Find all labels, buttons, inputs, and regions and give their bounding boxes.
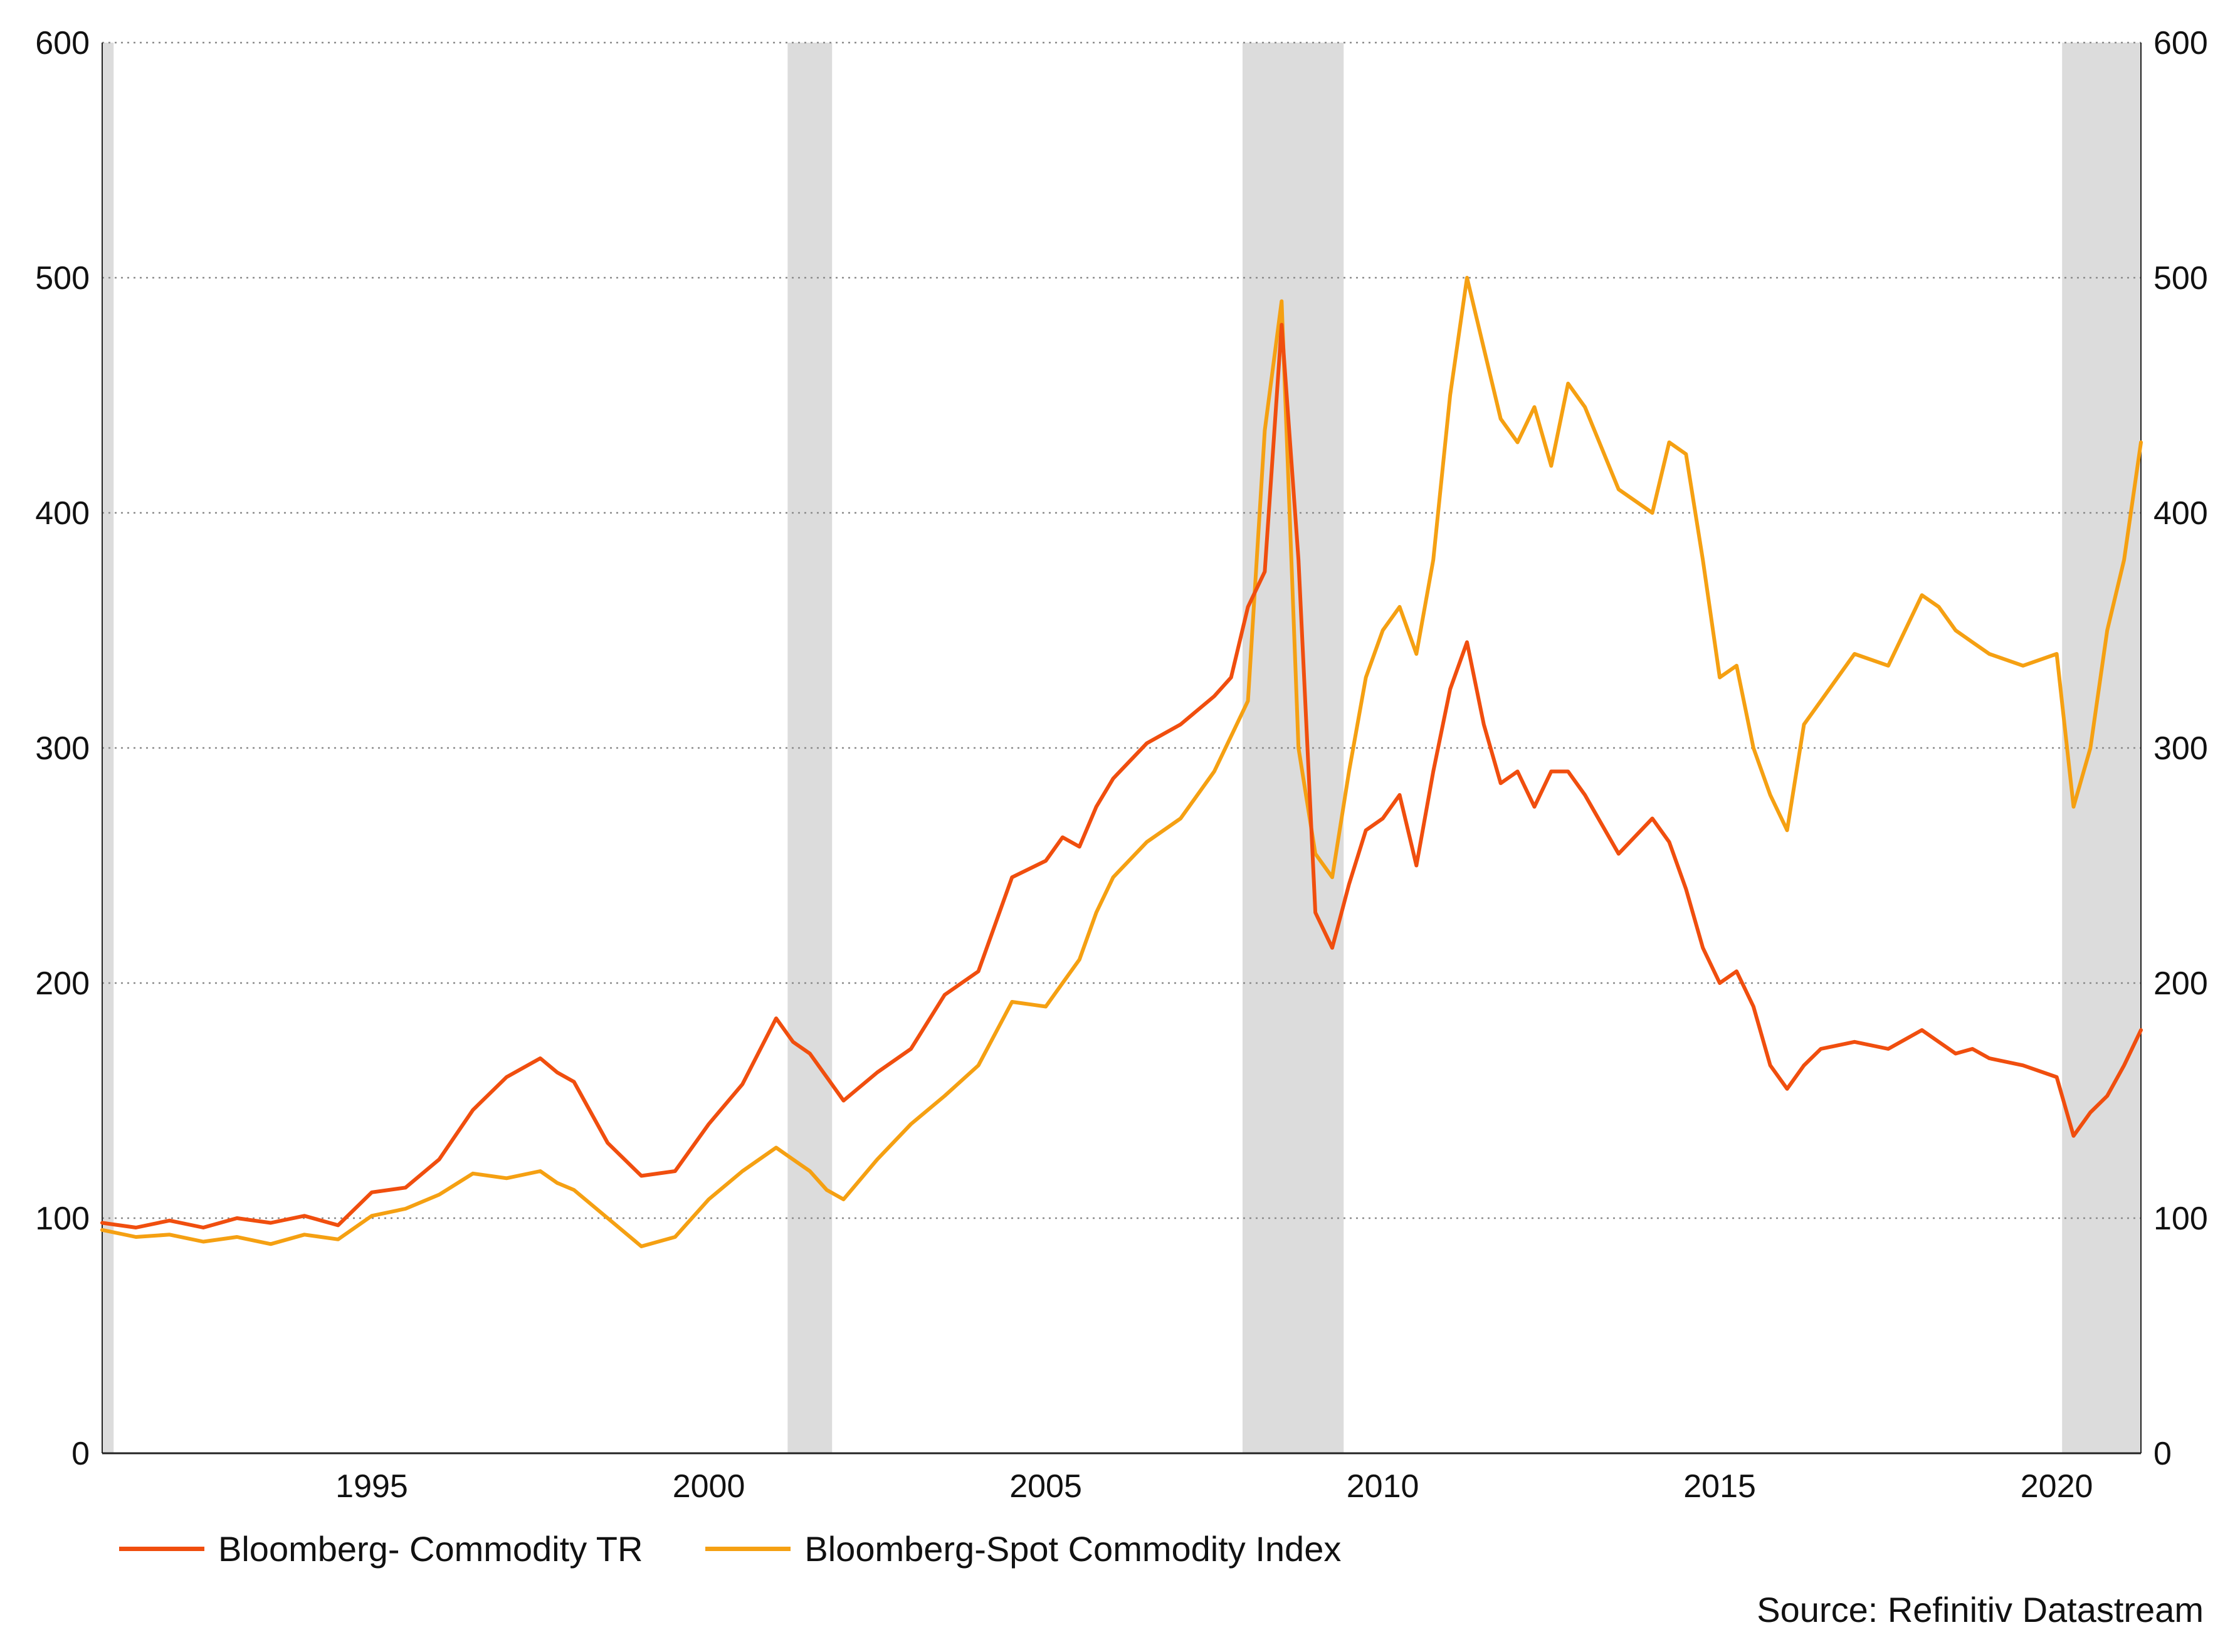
- x-tick-2000: 2000: [673, 1468, 745, 1505]
- right-y-tick-300: 300: [2153, 730, 2208, 767]
- recession-band-2: [1242, 43, 1344, 1453]
- x-tick-2005: 2005: [1009, 1468, 1082, 1505]
- legend-swatch-spot: [705, 1547, 791, 1551]
- x-tick-labels: 1995 2000 2005 2010 2015 2020: [335, 1468, 2093, 1505]
- left-y-tick-600: 600: [35, 25, 90, 61]
- left-y-tick-400: 400: [35, 495, 90, 532]
- left-y-tick-500: 500: [35, 260, 90, 297]
- x-tick-1995: 1995: [335, 1468, 408, 1505]
- recession-bands: [102, 43, 2141, 1453]
- recession-band-1: [787, 43, 833, 1453]
- left-y-tick-100: 100: [35, 1201, 90, 1237]
- left-y-tick-200: 200: [35, 965, 90, 1002]
- x-tick-2010: 2010: [1347, 1468, 1419, 1505]
- left-y-tick-300: 300: [35, 730, 90, 767]
- series-line-commodity-tr: [100, 323, 2143, 1229]
- right-y-tick-600: 600: [2153, 25, 2208, 61]
- right-y-tick-labels: 0 100 200 300 400 500 600: [2153, 25, 2208, 1472]
- legend-item-spot: Bloomberg-Spot Commodity Index: [705, 1528, 1341, 1569]
- recession-band-3: [2062, 43, 2141, 1453]
- legend-swatch-tr: [119, 1547, 204, 1551]
- gridlines: [102, 41, 2141, 1219]
- legend-label-tr: Bloomberg- Commodity TR: [218, 1529, 643, 1569]
- series-line-spot-commodity-index: [100, 276, 2143, 1248]
- x-tick-2015: 2015: [1683, 1468, 1756, 1505]
- right-y-tick-400: 400: [2153, 495, 2208, 532]
- right-y-tick-200: 200: [2153, 965, 2208, 1002]
- source-note: Source: Refinitiv Datastream: [1757, 1590, 2204, 1629]
- series-lines: [100, 276, 2143, 1248]
- right-y-tick-0: 0: [2153, 1436, 2172, 1472]
- left-y-tick-0: 0: [71, 1436, 90, 1472]
- recession-band-0: [102, 43, 114, 1453]
- x-tick-2020: 2020: [2021, 1468, 2093, 1505]
- right-y-tick-500: 500: [2153, 260, 2208, 297]
- legend-item-tr: Bloomberg- Commodity TR: [119, 1528, 643, 1569]
- left-y-tick-labels: 0 100 200 300 400 500 600: [35, 25, 90, 1472]
- legend: Bloomberg- Commodity TR Bloomberg-Spot C…: [119, 1528, 1404, 1569]
- legend-label-spot: Bloomberg-Spot Commodity Index: [804, 1529, 1342, 1569]
- right-y-tick-100: 100: [2153, 1201, 2208, 1237]
